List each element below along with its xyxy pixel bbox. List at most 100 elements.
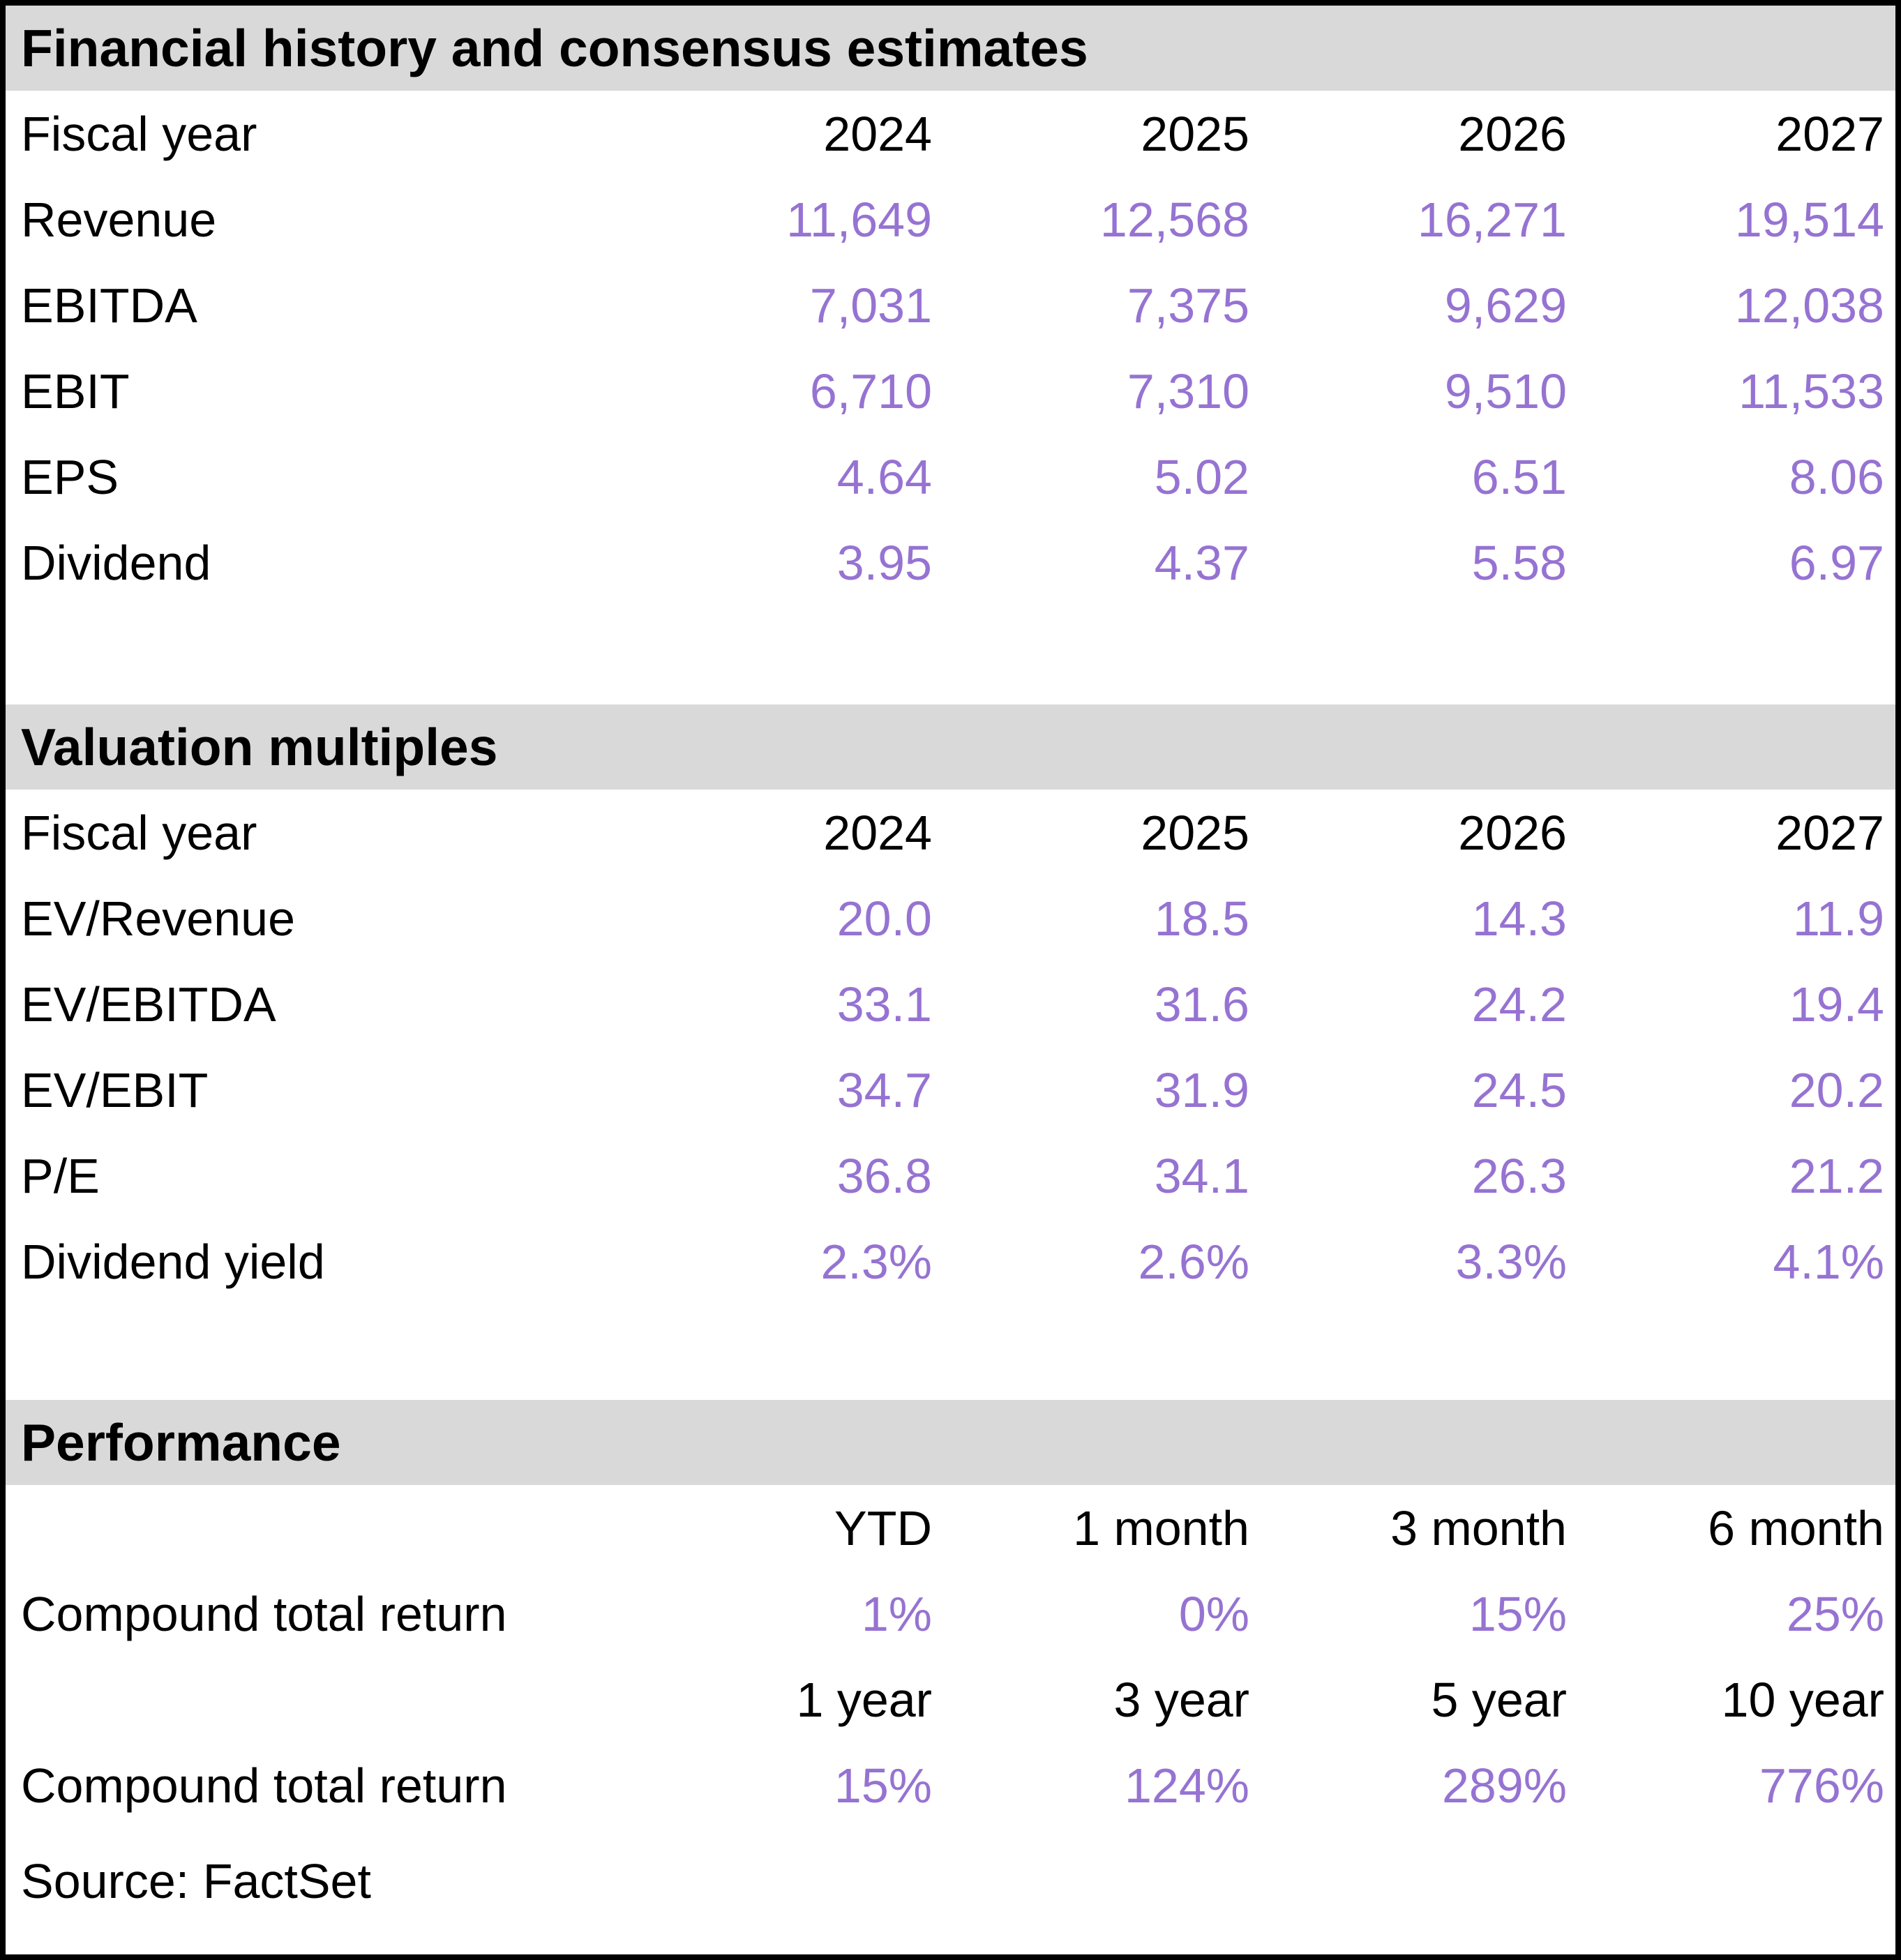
row-label: EBIT <box>21 363 130 419</box>
value-cell: 15% <box>1468 1586 1567 1641</box>
value-cell: 18.5 <box>1154 891 1249 946</box>
row-label: Compound total return <box>21 1586 507 1641</box>
section-title: Performance <box>21 1413 341 1472</box>
value-cell: 9,510 <box>1444 363 1567 419</box>
row-label: Fiscal year <box>21 106 257 161</box>
value-cell: 7,310 <box>1127 363 1249 419</box>
value-cell: 15% <box>834 1758 932 1813</box>
value-cell: 26.3 <box>1471 1148 1567 1203</box>
row-label: P/E <box>21 1148 100 1203</box>
value-cell: 4.1% <box>1773 1234 1884 1289</box>
value-cell: 7,375 <box>1127 278 1249 333</box>
value-cell: 11,533 <box>1738 363 1884 419</box>
year-column-header: 2026 <box>1458 805 1567 860</box>
value-cell: 4.37 <box>1154 535 1249 590</box>
value-cell: 6.97 <box>1789 535 1884 590</box>
period-column-header: 1 year <box>796 1672 932 1727</box>
row-label: Compound total return <box>21 1758 507 1813</box>
row-ev-revenue: EV/Revenue 20.0 18.5 14.3 11.9 <box>6 875 1895 961</box>
fiscal-year-header-row: Fiscal year 2024 2025 2026 2027 <box>6 91 1895 176</box>
value-cell: 6,710 <box>809 363 932 419</box>
period-column-header: 5 year <box>1431 1672 1567 1727</box>
row-label: Dividend <box>21 535 211 590</box>
source-note: Source: FactSet <box>6 1838 1895 1924</box>
value-cell: 3.95 <box>836 535 932 590</box>
value-cell: 776% <box>1759 1758 1884 1813</box>
row-ev-ebit: EV/EBIT 34.7 31.9 24.5 20.2 <box>6 1047 1895 1133</box>
value-cell: 31.6 <box>1154 977 1249 1032</box>
value-cell: 7,031 <box>809 278 932 333</box>
row-pe: P/E 36.8 34.1 26.3 21.2 <box>6 1133 1895 1219</box>
value-cell: 33.1 <box>836 977 932 1032</box>
section-header-performance: Performance <box>6 1400 1895 1485</box>
value-cell: 16,271 <box>1417 192 1567 247</box>
value-cell: 14.3 <box>1471 891 1567 946</box>
value-cell: 4.64 <box>836 449 932 504</box>
value-cell: 1% <box>861 1586 932 1641</box>
year-column-header: 2027 <box>1775 106 1884 161</box>
value-cell: 34.1 <box>1154 1148 1249 1203</box>
period-column-header: 1 month <box>1073 1500 1249 1555</box>
performance-period-header-row-short: YTD 1 month 3 month 6 month <box>6 1485 1895 1571</box>
value-cell: 36.8 <box>836 1148 932 1203</box>
fiscal-year-header-row: Fiscal year 2024 2025 2026 2027 <box>6 790 1895 875</box>
row-ebitda: EBITDA 7,031 7,375 9,629 12,038 <box>6 262 1895 348</box>
row-label: Revenue <box>21 192 217 247</box>
row-label: EV/EBITDA <box>21 977 276 1032</box>
row-compound-total-return-short: Compound total return 1% 0% 15% 25% <box>6 1571 1895 1657</box>
year-column-header: 2026 <box>1458 106 1567 161</box>
row-eps: EPS 4.64 5.02 6.51 8.06 <box>6 434 1895 520</box>
period-column-header: YTD <box>834 1500 932 1555</box>
performance-period-header-row-long: 1 year 3 year 5 year 10 year <box>6 1657 1895 1742</box>
year-column-header: 2024 <box>823 106 932 161</box>
value-cell: 0% <box>1178 1586 1249 1641</box>
section-title: Valuation multiples <box>21 718 498 776</box>
period-column-header: 3 year <box>1113 1672 1249 1727</box>
value-cell: 289% <box>1441 1758 1567 1813</box>
period-column-header: 6 month <box>1708 1500 1884 1555</box>
value-cell: 124% <box>1124 1758 1249 1813</box>
value-cell: 19,514 <box>1734 192 1884 247</box>
row-label: EV/EBIT <box>21 1062 209 1117</box>
row-dividend-yield: Dividend yield 2.3% 2.6% 3.3% 4.1% <box>6 1219 1895 1304</box>
value-cell: 24.2 <box>1471 977 1567 1032</box>
row-label: EBITDA <box>21 278 197 333</box>
value-cell: 2.3% <box>820 1234 932 1289</box>
period-column-header: 10 year <box>1721 1672 1884 1727</box>
value-cell: 19.4 <box>1789 977 1884 1032</box>
row-revenue: Revenue 11,649 12,568 16,271 19,514 <box>6 176 1895 262</box>
value-cell: 12,568 <box>1099 192 1249 247</box>
value-cell: 5.02 <box>1154 449 1249 504</box>
row-ev-ebitda: EV/EBITDA 33.1 31.6 24.2 19.4 <box>6 961 1895 1047</box>
row-label: Fiscal year <box>21 805 257 860</box>
value-cell: 3.3% <box>1455 1234 1567 1289</box>
section-header-valuation-multiples: Valuation multiples <box>6 704 1895 790</box>
value-cell: 12,038 <box>1734 278 1884 333</box>
value-cell: 20.0 <box>836 891 932 946</box>
value-cell: 24.5 <box>1471 1062 1567 1117</box>
row-label: EPS <box>21 449 119 504</box>
value-cell: 6.51 <box>1471 449 1567 504</box>
year-column-header: 2024 <box>823 805 932 860</box>
value-cell: 34.7 <box>836 1062 932 1117</box>
source-text: Source: FactSet <box>21 1853 371 1908</box>
section-title: Financial history and consensus estimate… <box>21 19 1088 77</box>
value-cell: 9,629 <box>1444 278 1567 333</box>
value-cell: 20.2 <box>1789 1062 1884 1117</box>
value-cell: 31.9 <box>1154 1062 1249 1117</box>
year-column-header: 2025 <box>1141 805 1249 860</box>
period-column-header: 3 month <box>1390 1500 1567 1555</box>
value-cell: 5.58 <box>1471 535 1567 590</box>
year-column-header: 2027 <box>1775 805 1884 860</box>
row-label: EV/Revenue <box>21 891 296 946</box>
value-cell: 25% <box>1786 1586 1884 1641</box>
row-ebit: EBIT 6,710 7,310 9,510 11,533 <box>6 348 1895 434</box>
value-cell: 2.6% <box>1138 1234 1249 1289</box>
value-cell: 11.9 <box>1792 891 1884 946</box>
row-dividend: Dividend 3.95 4.37 5.58 6.97 <box>6 520 1895 605</box>
row-compound-total-return-long: Compound total return 15% 124% 289% 776% <box>6 1742 1895 1828</box>
row-label: Dividend yield <box>21 1234 325 1289</box>
value-cell: 21.2 <box>1789 1148 1884 1203</box>
section-header-financial-history: Financial history and consensus estimate… <box>6 6 1895 91</box>
